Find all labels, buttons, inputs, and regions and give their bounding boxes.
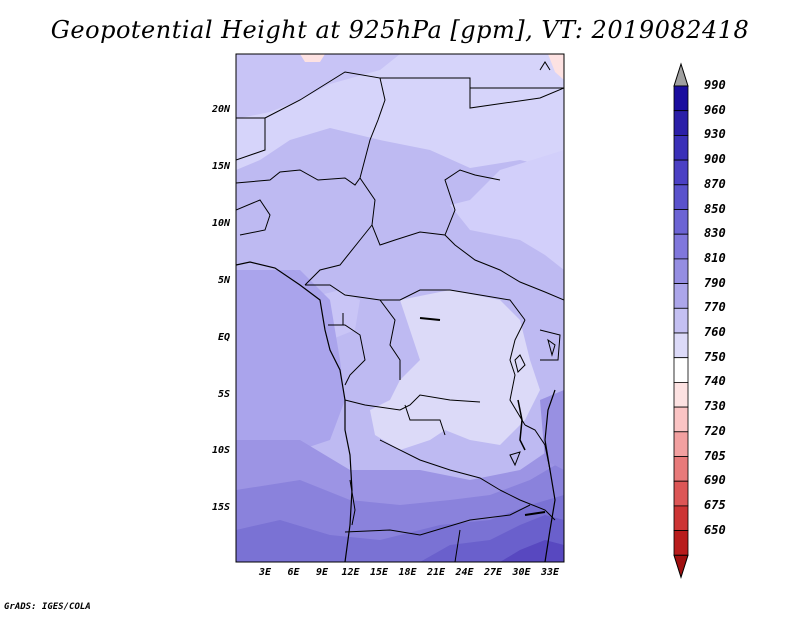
colorbar-swatch xyxy=(673,307,689,334)
lon-label: 15E xyxy=(369,567,389,578)
colorbar-label: 730 xyxy=(704,399,726,414)
lon-label: 33E xyxy=(540,567,560,578)
colorbar-label: 760 xyxy=(704,325,726,339)
lon-label: 12E xyxy=(341,567,360,578)
colorbar-label: 740 xyxy=(704,374,726,389)
colorbar-swatch xyxy=(673,209,689,235)
colorbar-label: 650 xyxy=(704,522,726,537)
colorbar-label: 930 xyxy=(704,127,726,142)
colorbar-swatch xyxy=(673,258,689,284)
colorbar-label: 675 xyxy=(704,497,726,512)
country-borders xyxy=(236,61,564,562)
colorbar-label: 900 xyxy=(704,152,726,167)
lon-label: 9E xyxy=(315,567,329,578)
colorbar-label: 810 xyxy=(704,250,726,265)
colorbar-label: 770 xyxy=(704,300,726,315)
colorbar-swatch xyxy=(673,110,689,136)
colorbar-swatch xyxy=(673,357,689,383)
colorbar-swatch xyxy=(673,406,689,433)
colorbar-label: 705 xyxy=(704,448,726,463)
colorbar-swatch xyxy=(673,530,689,556)
colorbar-swatch xyxy=(673,480,689,507)
colorbar-swatch xyxy=(673,381,689,408)
lon-label: 30E xyxy=(512,567,531,578)
colorbar-swatch xyxy=(673,159,689,186)
lat-label: 10S xyxy=(211,445,230,457)
colorbar-label: 790 xyxy=(704,275,726,290)
lon-label: 27E xyxy=(483,567,503,578)
map-title: Geopotential Height at 925hPa [gpm], VT:… xyxy=(50,16,750,44)
colorbar-swatch xyxy=(673,505,689,531)
map-frame xyxy=(235,53,565,563)
lon-label: 24E xyxy=(455,567,474,578)
footer-credit: GrADS: IGES/COLA xyxy=(4,602,91,612)
colorbar-label: 830 xyxy=(704,226,726,241)
colorbar-swatch xyxy=(673,332,689,359)
lat-label: EQ xyxy=(217,331,230,343)
colorbar-label: 850 xyxy=(704,201,726,216)
lon-label: 6E xyxy=(287,567,300,578)
colorbar-swatch xyxy=(673,184,689,210)
lon-label: 3E xyxy=(258,567,272,578)
lat-label: 5N xyxy=(217,274,230,286)
lat-label: 15N xyxy=(211,160,230,172)
colorbar-swatch xyxy=(673,431,689,457)
colorbar-swatch xyxy=(673,456,689,482)
colorbar-swatch xyxy=(673,233,689,260)
colorbar-label: 870 xyxy=(704,176,726,191)
height-field xyxy=(236,54,564,562)
lat-label: 10N xyxy=(211,217,230,229)
lon-label: 21E xyxy=(426,567,446,578)
colorbar-label: 960 xyxy=(704,102,726,117)
colorbar-swatch xyxy=(673,134,689,161)
colorbar-top-arrow xyxy=(673,62,689,87)
colorbar-label: 690 xyxy=(704,473,726,488)
colorbar-bottom-arrow xyxy=(673,554,689,579)
lat-label: 15S xyxy=(211,502,230,514)
colorbar xyxy=(673,62,689,579)
colorbar-swatch xyxy=(673,85,689,112)
colorbar-label: 720 xyxy=(704,423,726,438)
lat-label: 5S xyxy=(217,388,230,400)
colorbar-label: 750 xyxy=(704,349,726,364)
colorbar-label: 990 xyxy=(704,78,726,92)
lon-label: 18E xyxy=(398,567,417,578)
colorbar-swatch xyxy=(673,283,689,309)
lat-label: 20N xyxy=(211,104,230,115)
